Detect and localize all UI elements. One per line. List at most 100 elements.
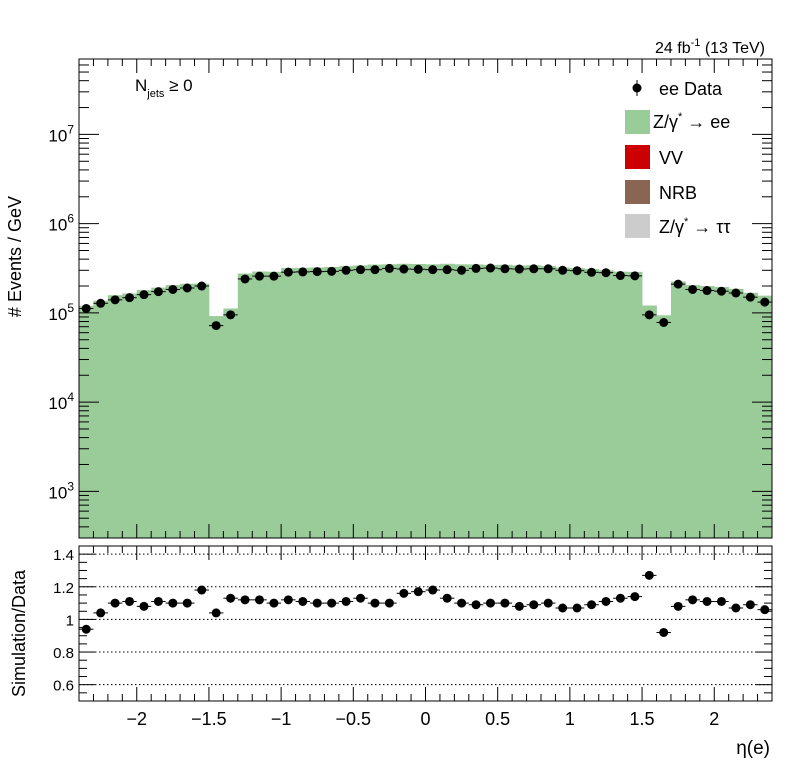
data-point [93,298,108,308]
ratio-point [584,600,599,610]
mc-bar [642,305,657,538]
ratio-point [382,598,397,608]
mc-bar [497,264,513,538]
mc-bar [757,295,773,538]
data-point [642,310,657,320]
ratio-point [642,570,657,580]
data-point [136,290,152,300]
legend-item-ztautau: Z/γ* → ττ [625,214,731,238]
mc-bar [656,315,672,538]
ratio-y-tick-label: 1 [66,612,74,629]
y-tick-label: 106 [48,212,74,235]
mc-bar [324,266,340,538]
y-tick-label: 107 [48,122,74,145]
legend-swatch-zee [625,110,650,134]
mc-bar [439,263,455,538]
ratio-point [295,596,310,606]
ratio-point [136,601,152,611]
mc-bar [627,271,643,538]
legend-item-vv: VV [625,145,683,169]
data-point [743,292,758,302]
mc-bar [569,268,585,538]
ratio-y-tick-label: 1.2 [53,580,74,597]
mc-bar [728,288,744,538]
mc-bar [555,267,571,538]
ratio-point [310,598,325,608]
ratio-point [512,601,527,611]
legend-item-nrb: NRB [625,180,697,204]
ratio-point [627,592,643,602]
mc-bar [136,290,152,538]
mc-bar [237,273,253,538]
data-point [208,321,224,331]
data-point [526,264,541,274]
mc-bar [468,264,484,538]
ratio-point [569,603,585,613]
data-point [353,265,368,275]
data-point [555,265,570,275]
ratio-y-tick-label: 0.6 [53,678,74,695]
ratio-point [541,598,556,608]
x-tick-label: 0.5 [485,709,510,729]
y-axis-label-main: # Events / GeV [5,196,25,317]
mc-bar [699,286,715,538]
legend-item-data: ee Data [632,79,723,99]
data-point [569,266,585,276]
x-tick-label: −1 [271,709,292,729]
ratio-point [483,598,498,608]
ratio-point [266,598,282,608]
data-point [425,265,440,275]
mc-bar [454,264,470,538]
mc-bar [541,266,556,538]
mc-bar [266,271,282,538]
legend-swatch-nrb [625,180,650,204]
data-point [512,264,527,274]
mc-bar [223,308,239,538]
data-point [468,263,484,273]
mc-bar [353,265,369,538]
ratio-point [338,596,354,606]
ratio-point [656,627,671,637]
data-point [483,263,498,273]
legend-label-vv: VV [659,148,683,168]
data-point [107,295,123,305]
ratio-grid [79,553,772,686]
ratio-point [194,585,209,595]
ratio-point [598,596,614,606]
data-point [79,303,94,313]
ratio-point [151,596,166,606]
data-point [151,287,166,297]
x-tick-label: −0.5 [336,709,372,729]
data-point [165,284,181,294]
data-point [295,267,310,277]
mc-bar [252,271,268,538]
mc-bar [122,293,138,538]
mc-bar [180,283,195,538]
ratio-point [367,598,383,608]
ratio-point [237,595,253,605]
data-point [324,266,339,276]
ratio-point [93,608,108,618]
mc-bar [151,287,167,538]
data-point [685,284,700,294]
legend-swatch-ztautau [625,214,650,238]
data-point [497,264,513,274]
data-point [223,310,238,320]
data-point [541,264,556,274]
ratio-point [728,603,744,613]
ratio-point [165,598,181,608]
ratio-point [223,593,238,603]
ratio-axes: 0.6 0.8 1 1.2 1.4 −2 −1.5 −1 −0.5 0 0.5 1 1.5 2 [53,545,773,729]
data-point [180,283,195,293]
x-tick-label: −2 [126,709,147,729]
ratio-point [714,596,729,606]
ratio-point [454,598,469,608]
legend-label-ztautau: Z/γ* → ττ [659,216,731,237]
mc-bar [526,265,542,538]
data-point [439,265,455,275]
ratio-point [439,593,455,603]
ratio-point [699,596,715,606]
data-point [252,271,267,281]
mc-bar [93,300,109,538]
ratio-point [613,593,628,603]
